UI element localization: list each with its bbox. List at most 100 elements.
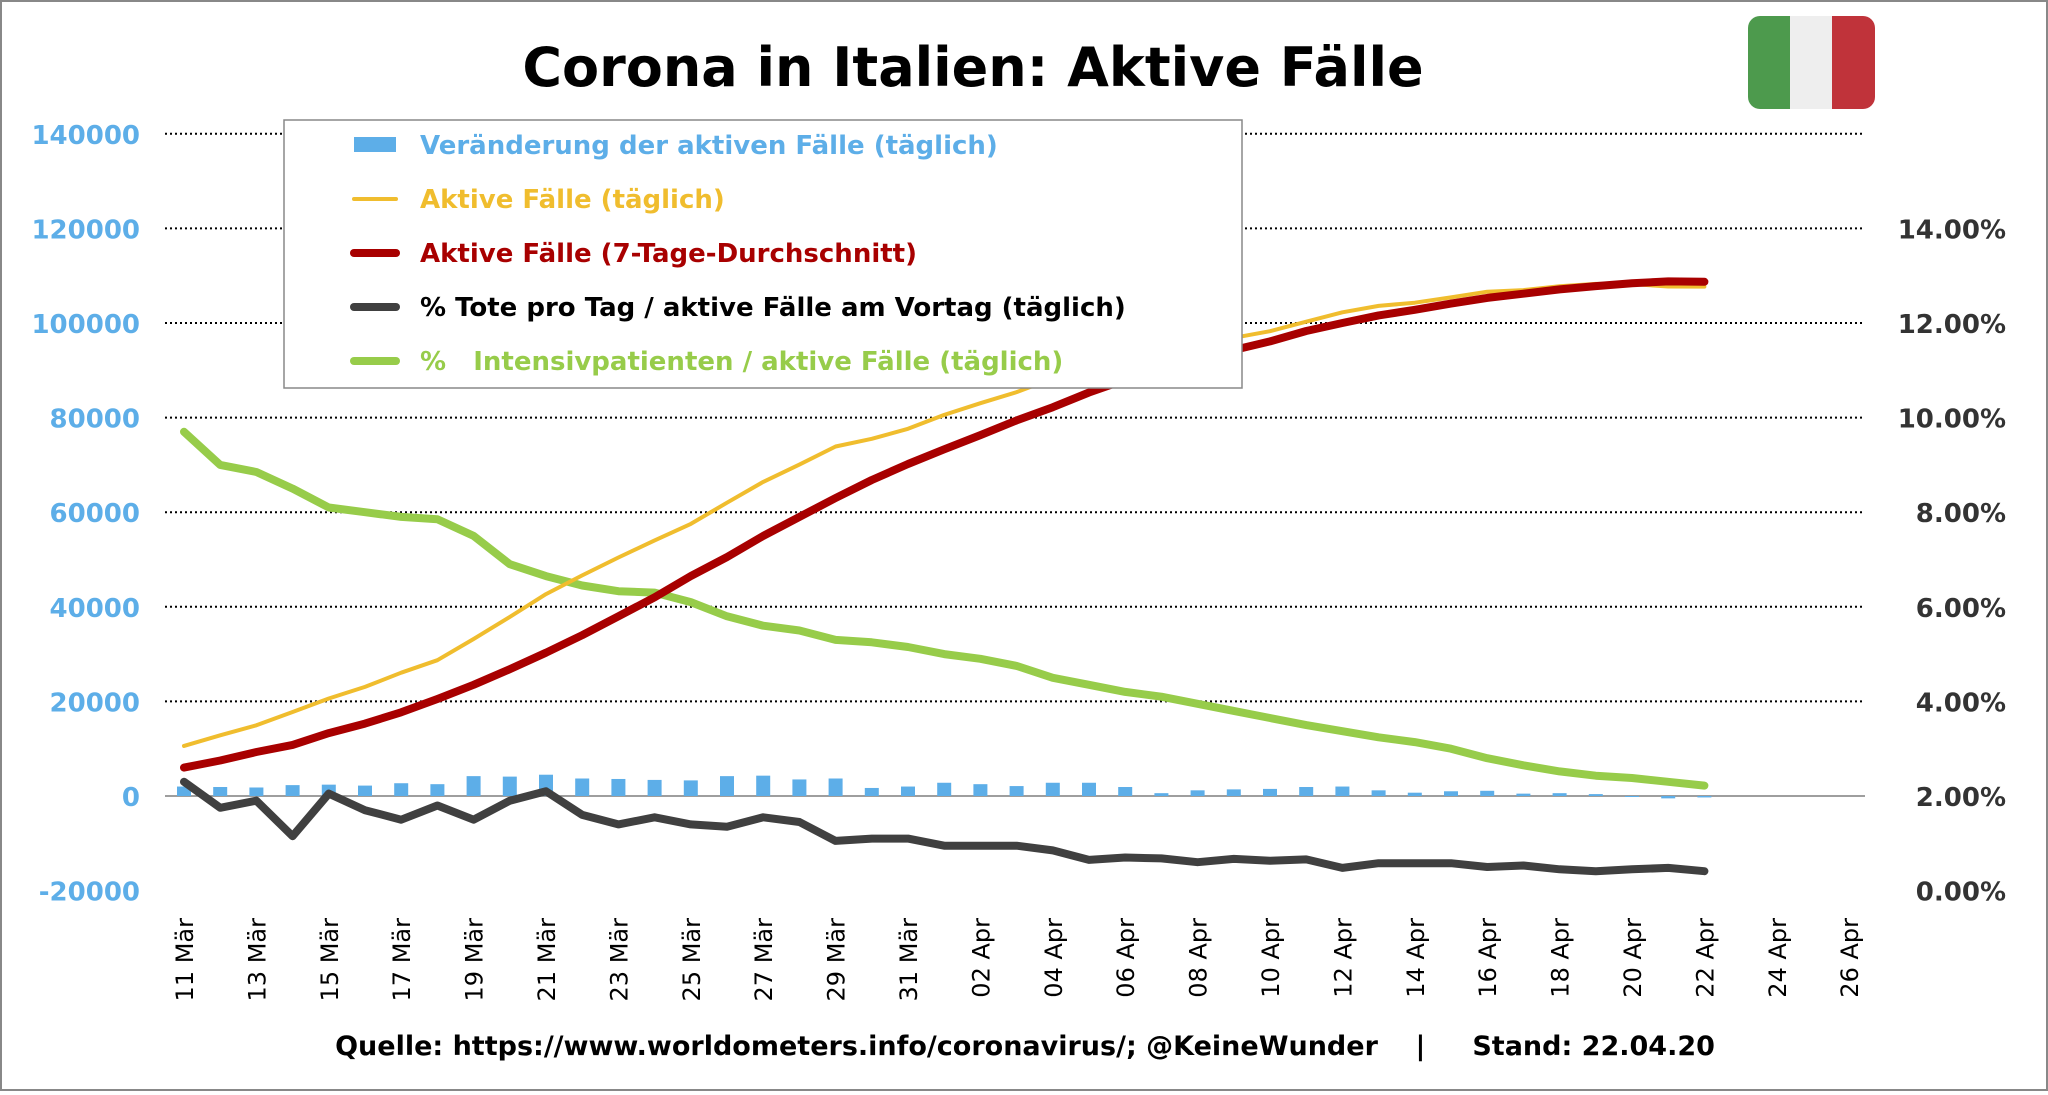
bar bbox=[1444, 791, 1458, 796]
bar bbox=[285, 785, 300, 796]
bar bbox=[1082, 782, 1096, 796]
series-line bbox=[182, 281, 1707, 748]
legend-label: Aktive Fälle (7-Tage-Durchschnitt) bbox=[420, 239, 917, 269]
left-tick-label: 20000 bbox=[50, 688, 140, 718]
x-tick-label: 08 Apr bbox=[1185, 918, 1213, 998]
bar bbox=[1226, 789, 1241, 796]
x-tick-label: 12 Apr bbox=[1329, 918, 1357, 998]
bar bbox=[1552, 793, 1567, 796]
x-tick-label: 20 Apr bbox=[1619, 918, 1647, 998]
legend: Veränderung der aktiven Fälle (täglich) A… bbox=[283, 119, 1243, 389]
bar bbox=[1263, 788, 1277, 796]
bar bbox=[792, 779, 807, 796]
bar bbox=[1588, 794, 1603, 796]
bar bbox=[864, 787, 879, 796]
legend-box bbox=[283, 119, 1243, 389]
bar bbox=[647, 779, 662, 796]
bar bbox=[1299, 787, 1314, 796]
x-tick-label: 13 Mär bbox=[243, 918, 271, 1002]
left-tick-label: 40000 bbox=[50, 594, 140, 624]
legend-label: % Intensivpatienten / aktive Fälle (tägl… bbox=[420, 347, 1063, 377]
bar bbox=[1154, 793, 1169, 796]
x-tick-label: 11 Mär bbox=[171, 918, 199, 1002]
bar bbox=[394, 783, 409, 796]
left-y-axis: -20000 0 20000 40000 60000 80000 100000 120000 1… bbox=[31, 121, 140, 908]
bar bbox=[502, 776, 517, 796]
bar bbox=[1697, 796, 1712, 798]
legend-label: % Tote pro Tag / aktive Fälle am Vortag … bbox=[420, 293, 1126, 323]
x-tick-label: 23 Mär bbox=[605, 918, 633, 1002]
bar bbox=[1480, 790, 1495, 796]
right-tick-label: 4.00% bbox=[1916, 688, 2006, 718]
left-tick-label: 0 bbox=[122, 783, 140, 813]
x-tick-label: 17 Mär bbox=[388, 918, 416, 1002]
bar bbox=[1009, 786, 1024, 796]
x-tick-label: 16 Apr bbox=[1474, 918, 1502, 998]
legend-swatch bbox=[354, 137, 396, 152]
bar bbox=[575, 778, 590, 796]
series-line bbox=[180, 777, 1709, 876]
right-tick-label: 8.00% bbox=[1916, 499, 2006, 529]
bar bbox=[720, 776, 734, 796]
x-tick-label: 15 Mär bbox=[316, 918, 344, 1002]
bar-series bbox=[177, 774, 1712, 799]
x-tick-label: 04 Apr bbox=[1040, 918, 1068, 998]
bar bbox=[430, 784, 445, 796]
right-tick-label: 10.00% bbox=[1898, 405, 2006, 435]
x-tick-label: 26 Apr bbox=[1836, 918, 1864, 998]
x-tick-label: 02 Apr bbox=[967, 918, 995, 998]
bar bbox=[1335, 786, 1350, 796]
bar bbox=[756, 775, 771, 796]
left-tick-label: 80000 bbox=[50, 405, 140, 435]
bar bbox=[177, 786, 191, 796]
x-tick-label: 31 Mär bbox=[895, 918, 923, 1002]
bar bbox=[1190, 790, 1205, 796]
italy-flag-icon bbox=[1748, 16, 1875, 109]
right-tick-label: 14.00% bbox=[1898, 215, 2006, 245]
right-y-axis: 0.00% 2.00% 4.00% 6.00% 8.00% 10.00% 12.00% 14.… bbox=[1898, 215, 2006, 907]
legend-label: Aktive Fälle (täglich) bbox=[420, 185, 725, 215]
bar bbox=[1118, 787, 1133, 796]
bar bbox=[683, 780, 698, 796]
series-line bbox=[180, 277, 1709, 772]
chart-title: Corona in Italien: Aktive Fälle bbox=[522, 36, 1423, 99]
series-line bbox=[180, 427, 1709, 790]
flag-red-stripe bbox=[1832, 16, 1875, 109]
flag-green-stripe bbox=[1748, 16, 1791, 109]
right-tick-label: 2.00% bbox=[1916, 783, 2006, 813]
x-tick-label: 18 Apr bbox=[1547, 918, 1575, 998]
bar bbox=[611, 778, 626, 796]
bar bbox=[937, 782, 952, 796]
flag-white-stripe bbox=[1790, 16, 1833, 109]
x-tick-label: 10 Apr bbox=[1257, 918, 1285, 998]
left-tick-label: 140000 bbox=[31, 121, 140, 151]
bar bbox=[1371, 790, 1386, 796]
right-tick-label: 6.00% bbox=[1916, 594, 2006, 624]
bar bbox=[1407, 792, 1422, 796]
source-note: Quelle: https://www.worldometers.info/co… bbox=[335, 1031, 1715, 1062]
bar bbox=[1516, 793, 1531, 796]
left-tick-label: -20000 bbox=[39, 878, 140, 908]
bar bbox=[466, 776, 481, 796]
right-tick-label: 12.00% bbox=[1898, 310, 2006, 340]
legend-label: Veränderung der aktiven Fälle (täglich) bbox=[420, 131, 998, 161]
bar bbox=[249, 787, 264, 796]
bar bbox=[1625, 796, 1639, 797]
bar bbox=[1661, 796, 1676, 799]
x-tick-label: 22 Apr bbox=[1691, 918, 1719, 998]
bar bbox=[901, 786, 915, 796]
x-axis: 11 Mär 13 Mär 15 Mär 17 Mär 19 Mär 21 Mär 23 M… bbox=[171, 918, 1864, 1002]
bar bbox=[973, 784, 988, 796]
bar bbox=[828, 778, 843, 796]
x-tick-label: 19 Mär bbox=[461, 918, 489, 1002]
left-tick-label: 60000 bbox=[50, 499, 140, 529]
bar bbox=[213, 787, 228, 796]
left-tick-label: 100000 bbox=[31, 310, 140, 340]
x-tick-label: 06 Apr bbox=[1112, 918, 1140, 998]
x-tick-label: 25 Mär bbox=[678, 918, 706, 1002]
x-tick-label: 29 Mär bbox=[823, 918, 851, 1002]
x-tick-label: 21 Mär bbox=[533, 918, 561, 1002]
bar bbox=[1045, 782, 1060, 796]
